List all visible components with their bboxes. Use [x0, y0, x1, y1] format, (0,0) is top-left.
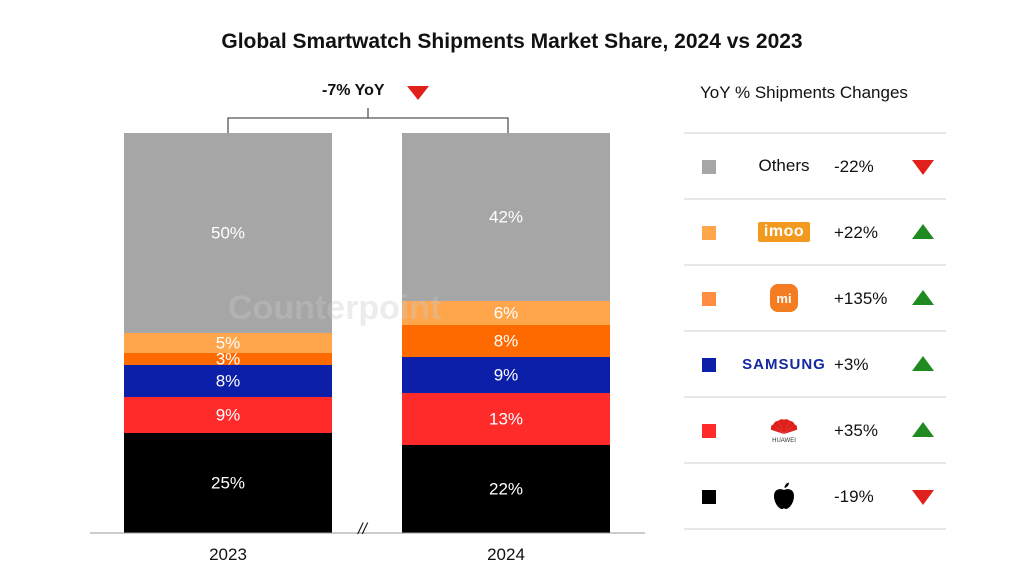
bar-segment-xiaomi-2024 [402, 325, 610, 357]
legend-dividers [684, 132, 946, 530]
legend-swatch [702, 424, 716, 438]
data-label-imoo-2023: 5% [215, 333, 241, 353]
bar-segment-samsung-2023 [124, 365, 332, 397]
huawei-logo-text: HUAWEI [772, 437, 796, 444]
up-arrow-icon [912, 356, 934, 371]
legend-swatch [702, 292, 716, 306]
axis-break-mark: // [358, 521, 367, 538]
data-label-samsung-2023: 8% [215, 371, 241, 391]
x-tick-2024: 2024 [487, 545, 525, 564]
legend-change: -19% [834, 487, 874, 506]
legend-row-others: Others -22% [684, 133, 946, 199]
legend-swatch [702, 226, 716, 240]
data-label-xiaomi-2023: 3% [215, 349, 241, 369]
legend-brand-apple [734, 463, 834, 529]
legend-row-samsung: SAMSUNG +3% [684, 331, 946, 397]
data-label-xiaomi-2024: 8% [493, 331, 519, 351]
legend-row-apple: -19% [684, 463, 946, 529]
bar-segment-huawei-2024 [402, 393, 610, 445]
data-label-others-2023: 50% [210, 223, 246, 243]
data-label-huawei-2024: 13% [488, 409, 524, 429]
legend-change: +22% [834, 223, 878, 242]
yoy-annotation: -7% YoY [322, 82, 385, 99]
yoy-down-arrow-icon [407, 86, 429, 100]
data-label-samsung-2024: 9% [493, 365, 519, 385]
bar-segment-huawei-2023 [124, 397, 332, 433]
yoy-bracket [227, 108, 509, 133]
legend-row-imoo: imoo +22% [684, 199, 946, 265]
legend-change: +3% [834, 355, 869, 374]
bar-segment-imoo-2024 [402, 301, 610, 325]
down-arrow-icon [912, 490, 934, 505]
legend-row-huawei: HUAWEI +35% [684, 397, 946, 463]
bar-segment-others-2023 [124, 133, 332, 333]
bar-segment-imoo-2023 [124, 333, 332, 353]
legend-row-xiaomi: mi +135% [684, 265, 946, 331]
legend-swatch [702, 358, 716, 372]
up-arrow-icon [912, 224, 934, 239]
legend-change: +135% [834, 289, 888, 308]
legend-brand-xiaomi: mi [734, 265, 834, 331]
legend-change: +35% [834, 421, 878, 440]
legend-brand-samsung: SAMSUNG [734, 331, 834, 397]
up-arrow-icon [912, 290, 934, 305]
legend-brand-others: Others [758, 156, 810, 175]
bar-segment-xiaomi-2023 [124, 353, 332, 365]
apple-logo-icon [774, 482, 794, 509]
bar-segment-samsung-2024 [402, 357, 610, 393]
data-label-apple-2023: 25% [210, 473, 246, 493]
bar-segment-apple-2023 [124, 433, 332, 533]
bar-segment-apple-2024 [402, 445, 610, 533]
legend-swatch [702, 490, 716, 504]
x-tick-2023: 2023 [209, 545, 247, 564]
chart-title: Global Smartwatch Shipments Market Share… [221, 30, 803, 53]
up-arrow-icon [912, 422, 934, 437]
legend-title: YoY % Shipments Changes [700, 83, 908, 102]
legend-brand-huawei: HUAWEI [734, 397, 834, 463]
samsung-logo-icon: SAMSUNG [742, 355, 826, 373]
bar-segment-others-2024 [402, 133, 610, 301]
legend-change: -22% [834, 157, 874, 176]
legend-swatch [702, 160, 716, 174]
imoo-logo-icon: imoo [757, 222, 811, 242]
legend-brand-imoo: imoo [734, 199, 834, 265]
bars-group [124, 133, 610, 533]
data-label-apple-2024: 22% [488, 479, 524, 499]
xiaomi-logo-icon: mi [770, 284, 798, 312]
huawei-logo-icon: HUAWEI [771, 417, 797, 444]
data-label-imoo-2024: 6% [493, 303, 519, 323]
down-arrow-icon [912, 160, 934, 175]
data-label-others-2024: 42% [488, 207, 524, 227]
data-label-huawei-2023: 9% [215, 405, 241, 425]
